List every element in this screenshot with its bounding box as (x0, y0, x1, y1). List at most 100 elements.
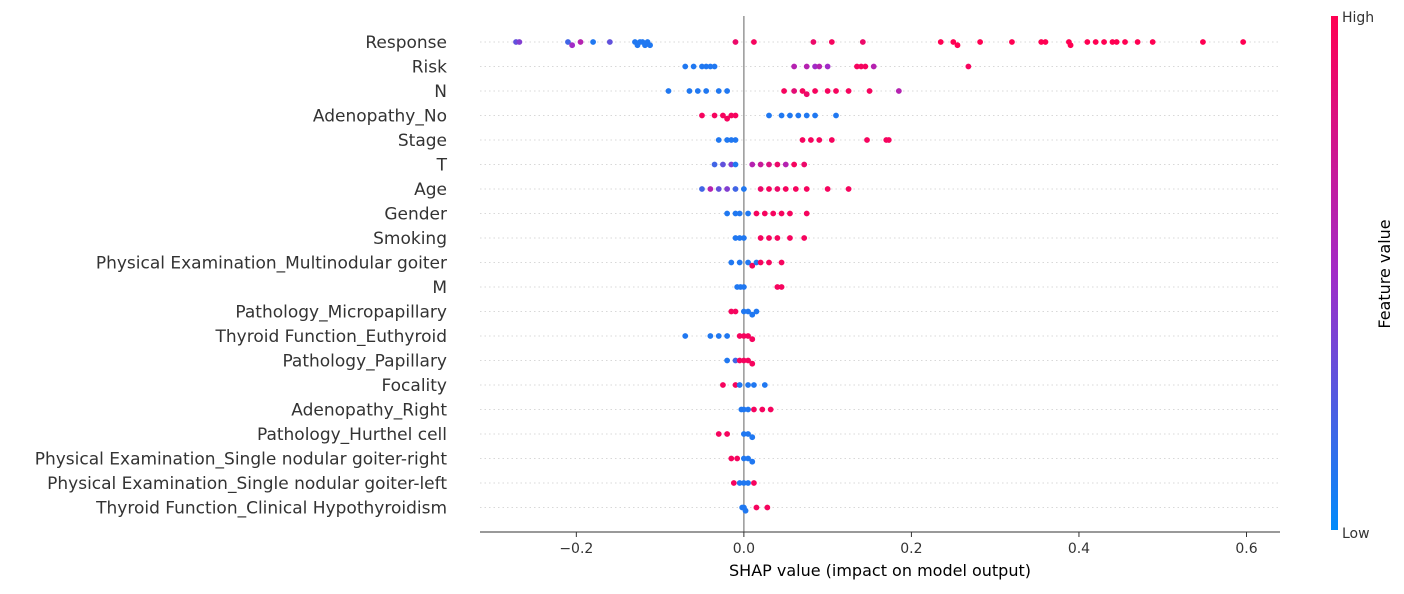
shap-point (792, 186, 799, 192)
shap-point (807, 137, 814, 143)
shap-point (724, 137, 731, 143)
shap-point (736, 357, 743, 364)
shap-point (724, 431, 731, 437)
shap-point (730, 480, 737, 486)
feature-label: Response (365, 33, 447, 53)
colorbar-low-label: Low (1342, 526, 1370, 542)
shap-point (1009, 39, 1015, 45)
shap-point (606, 39, 613, 45)
shap-point (749, 336, 756, 343)
shap-point (885, 137, 892, 143)
shap-point (757, 259, 764, 266)
shap-point (1084, 39, 1091, 45)
shap-point (766, 186, 772, 192)
shap-point (787, 210, 793, 217)
shap-point (812, 112, 818, 119)
feature-label: Thyroid Function_Euthyroid (214, 327, 447, 347)
shap-point (1042, 39, 1049, 45)
shap-point (803, 63, 810, 70)
shap-point (724, 186, 731, 192)
shap-point (774, 284, 781, 290)
shap-point (740, 480, 747, 486)
shap-point (703, 88, 710, 94)
shap-point (759, 406, 766, 413)
shap-point (757, 161, 764, 168)
shap-point (736, 235, 743, 241)
x-tick-label: 0.2 (900, 541, 922, 557)
shap-point (751, 406, 757, 413)
shap-point (1109, 39, 1116, 45)
shap-point (781, 88, 787, 94)
shap-point (740, 455, 747, 462)
shap-point (732, 137, 739, 143)
shap-point (749, 434, 756, 441)
shap-point (745, 308, 751, 315)
shap-point (858, 63, 865, 70)
shap-point (565, 39, 571, 45)
shap-point (728, 112, 735, 119)
feature-label: Adenopathy_No (313, 107, 447, 127)
shap-point (732, 308, 739, 315)
shap-point (711, 161, 718, 168)
shap-point (766, 259, 772, 266)
shap-point (516, 39, 523, 45)
shap-point (782, 186, 789, 192)
shap-point (569, 42, 576, 49)
shap-point (753, 504, 760, 511)
shap-point (862, 63, 869, 70)
shap-points (513, 39, 1247, 514)
shap-point (665, 88, 672, 94)
feature-label: Smoking (373, 229, 447, 249)
shap-point (740, 357, 747, 364)
shap-point (810, 39, 817, 45)
shap-point (937, 39, 944, 45)
shap-point (749, 262, 756, 269)
shap-point (801, 235, 808, 241)
shap-point (854, 63, 860, 70)
shap-point (736, 210, 743, 217)
x-axis: −0.2 0.0 0.2 0.4 0.6 (480, 531, 1280, 557)
shap-point (778, 284, 785, 290)
shap-point (745, 480, 751, 486)
shap-point (728, 455, 735, 462)
shap-point (767, 406, 774, 413)
shap-point (715, 88, 722, 94)
feature-label: Pathology_Micropapillary (235, 303, 447, 323)
shap-point (711, 112, 718, 119)
feature-label: Stage (398, 131, 447, 151)
shap-point (774, 235, 781, 241)
shap-point (766, 112, 772, 119)
shap-point (791, 88, 798, 94)
shap-point (711, 63, 718, 70)
shap-point (724, 357, 731, 364)
shap-point (1067, 42, 1074, 49)
shap-point (732, 357, 739, 364)
shap-point (732, 235, 739, 241)
shap-point (782, 161, 789, 168)
shap-point (761, 210, 768, 217)
shap-point (757, 186, 764, 192)
shap-point (707, 63, 714, 70)
shap-point (745, 431, 751, 437)
feature-label: Pathology_Hurthel cell (257, 425, 447, 445)
x-tick-label: −0.2 (559, 541, 593, 557)
shap-point (715, 137, 722, 143)
shap-point (778, 210, 785, 217)
shap-point (720, 382, 726, 388)
shap-point (824, 88, 831, 94)
shap-point (736, 259, 743, 266)
shap-point (749, 161, 756, 168)
shap-point (745, 333, 751, 339)
feature-labels: Response Risk N Adenopathy_No Stage T Age Gende… (35, 33, 448, 519)
colorbar-gradient (1331, 16, 1338, 530)
shap-point (766, 235, 772, 241)
shap-point (770, 210, 777, 217)
feature-label: Physical Examination_Multinodular goiter (96, 254, 447, 274)
shap-point (816, 137, 823, 143)
shap-point (803, 210, 810, 217)
shap-point (816, 63, 823, 70)
shap-point (728, 161, 735, 168)
shap-point (803, 91, 810, 98)
shap-point (751, 382, 757, 388)
shap-point (694, 88, 701, 94)
